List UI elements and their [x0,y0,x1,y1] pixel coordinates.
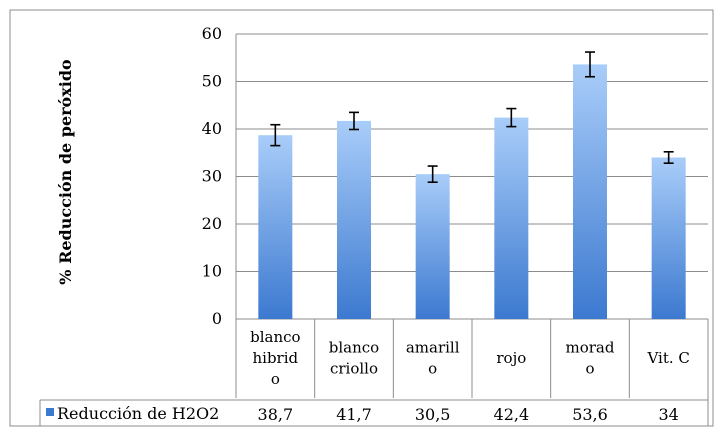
data-table-value: 41,7 [336,405,372,424]
y-tick-label: 50 [202,72,222,91]
bars [258,64,686,320]
y-tick-label: 10 [202,262,222,281]
category-label: rojo [496,349,526,367]
error-bars [270,51,674,183]
category-label: amarill o [406,339,460,378]
legend-label: Reducción de H2O2 [57,404,219,423]
bar [573,64,607,320]
y-tick-labels: 0 10 20 30 40 50 60 [202,24,222,328]
bar [258,135,293,319]
legend-swatch [46,408,54,416]
category-label: Vit. C [646,349,689,367]
data-table-value: 38,7 [258,405,294,424]
bar [337,120,371,319]
data-table-value: 34 [658,405,678,424]
data-table-value: 42,4 [494,405,530,424]
data-table-value: 30,5 [415,405,451,424]
y-tick-label: 40 [202,119,222,138]
category-label: blanco criollo [329,339,379,378]
bar [415,174,450,319]
category-label: morad o [566,339,615,378]
y-tick-label: 30 [202,167,222,186]
y-tick-label: 60 [202,24,222,43]
category-label: blanco hibrid o [250,328,300,388]
bar [494,117,529,319]
y-axis-label: % Reducción de peróxido [56,59,75,285]
y-tick-label: 0 [212,309,222,328]
y-tick-label: 20 [202,214,222,233]
data-table-value: 53,6 [572,405,608,424]
bar [651,157,686,319]
data-table: blanco hibrid o blanco criollo amarill o rojo mo… [39,319,709,427]
